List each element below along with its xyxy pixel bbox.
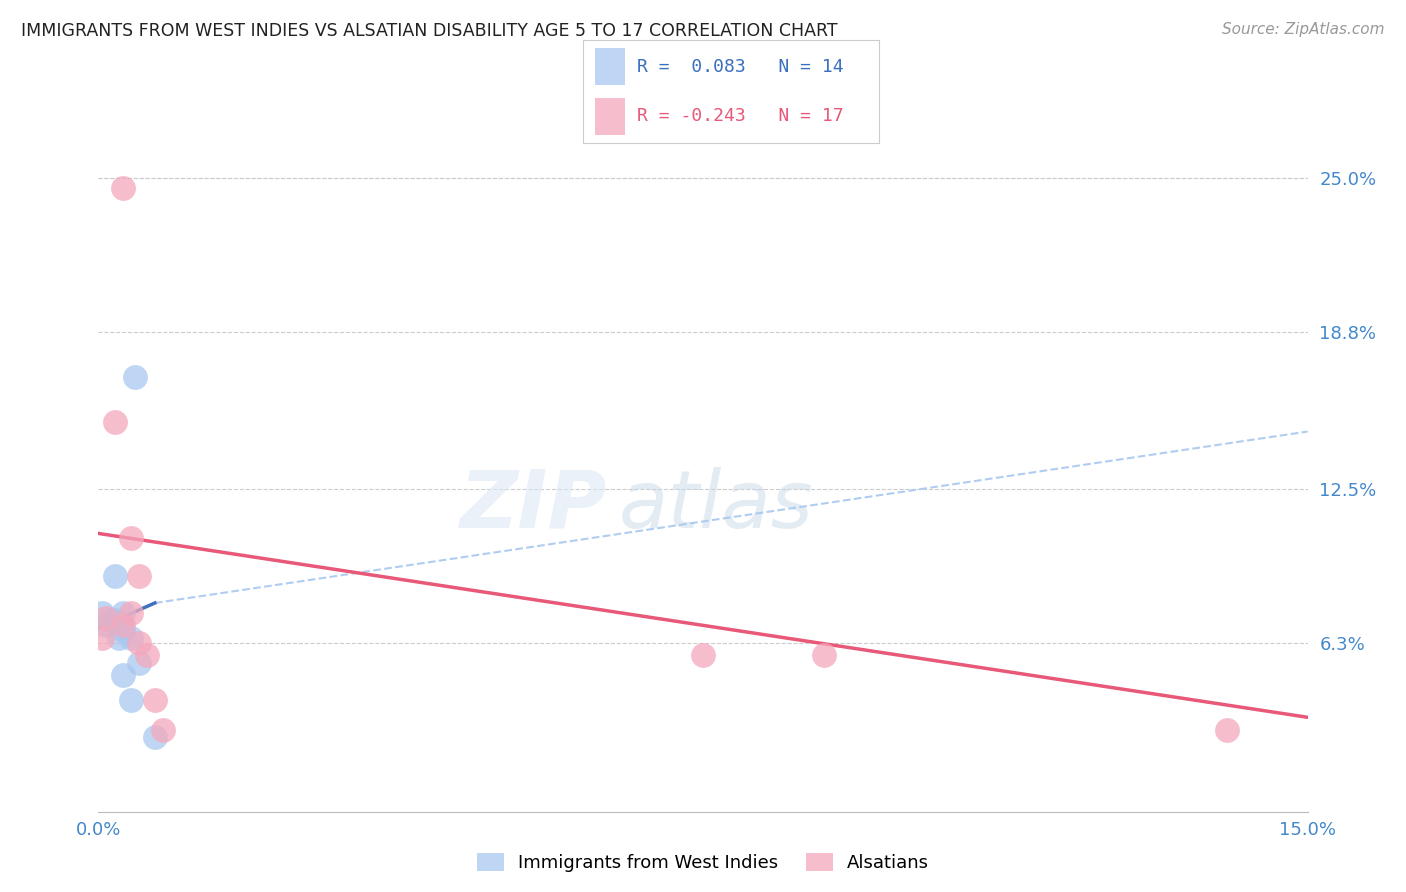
- Point: [91, 631, 114, 645]
- Point: [103, 415, 125, 429]
- Bar: [595, 48, 624, 86]
- Point: [813, 648, 835, 662]
- Point: [103, 568, 125, 582]
- Point: [120, 693, 142, 707]
- Point: [107, 631, 129, 645]
- Point: [1216, 723, 1239, 737]
- Text: Source: ZipAtlas.com: Source: ZipAtlas.com: [1222, 22, 1385, 37]
- Point: [91, 606, 114, 620]
- Point: [120, 532, 142, 546]
- Point: [692, 648, 714, 662]
- Point: [100, 614, 122, 628]
- Point: [135, 648, 157, 662]
- Point: [111, 668, 134, 682]
- Text: IMMIGRANTS FROM WEST INDIES VS ALSATIAN DISABILITY AGE 5 TO 17 CORRELATION CHART: IMMIGRANTS FROM WEST INDIES VS ALSATIAN …: [21, 22, 838, 40]
- Point: [124, 369, 146, 384]
- Text: ZIP: ZIP: [458, 467, 606, 545]
- Text: R = -0.243   N = 17: R = -0.243 N = 17: [637, 107, 844, 125]
- Point: [111, 181, 134, 195]
- Point: [111, 618, 134, 632]
- Point: [143, 693, 166, 707]
- Point: [152, 723, 174, 737]
- Point: [96, 611, 118, 625]
- Text: atlas: atlas: [619, 467, 813, 545]
- Point: [128, 636, 150, 650]
- Bar: [595, 97, 624, 135]
- Point: [111, 624, 134, 638]
- Point: [103, 614, 125, 628]
- Legend: Immigrants from West Indies, Alsatians: Immigrants from West Indies, Alsatians: [470, 846, 936, 880]
- Point: [111, 606, 134, 620]
- Point: [120, 631, 142, 645]
- Point: [143, 730, 166, 744]
- Point: [120, 606, 142, 620]
- Text: R =  0.083   N = 14: R = 0.083 N = 14: [637, 58, 844, 76]
- Point: [128, 568, 150, 582]
- Point: [96, 618, 118, 632]
- Point: [128, 656, 150, 670]
